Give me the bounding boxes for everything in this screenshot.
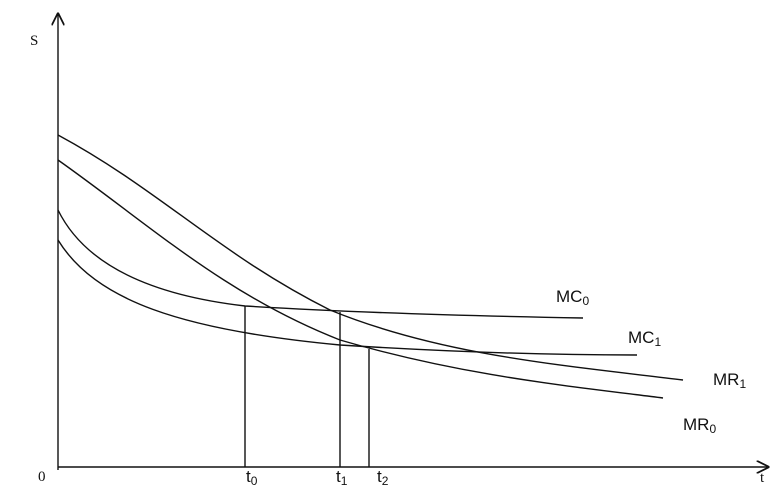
label-mr1: MR1 bbox=[713, 370, 746, 391]
tick-label-t0: t0 bbox=[246, 467, 258, 485]
label-mr0: MR0 bbox=[683, 415, 716, 436]
curve-mr1 bbox=[57, 134, 684, 381]
curve-mc1 bbox=[57, 239, 638, 356]
tick-label-t1: t1 bbox=[336, 467, 348, 485]
origin-label: 0 bbox=[38, 469, 46, 485]
label-mc0: MC0 bbox=[556, 287, 589, 308]
curve-mr0 bbox=[57, 159, 664, 399]
label-mc1: MC1 bbox=[628, 328, 661, 349]
y-axis-label: S bbox=[30, 33, 38, 49]
tick-label-t2: t2 bbox=[377, 467, 389, 485]
x-axis-label: t bbox=[760, 470, 765, 485]
curve-mc0 bbox=[57, 209, 584, 319]
